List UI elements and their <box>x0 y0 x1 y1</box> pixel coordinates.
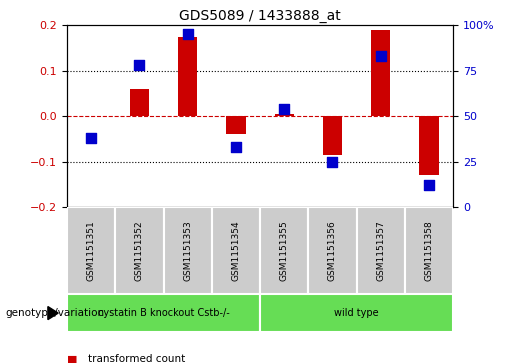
Point <box>280 106 288 112</box>
Bar <box>212 207 260 294</box>
Bar <box>115 207 163 294</box>
Point <box>232 144 240 150</box>
Text: GSM1151352: GSM1151352 <box>135 220 144 281</box>
Bar <box>405 207 453 294</box>
Text: GSM1151355: GSM1151355 <box>280 220 289 281</box>
Title: GDS5089 / 1433888_at: GDS5089 / 1433888_at <box>179 9 341 23</box>
Bar <box>130 89 149 116</box>
Point <box>87 135 95 141</box>
Text: GSM1151356: GSM1151356 <box>328 220 337 281</box>
Text: GSM1151357: GSM1151357 <box>376 220 385 281</box>
Text: GSM1151353: GSM1151353 <box>183 220 192 281</box>
Point <box>376 53 385 59</box>
Text: GSM1151351: GSM1151351 <box>87 220 96 281</box>
Text: GSM1151354: GSM1151354 <box>231 220 241 281</box>
Bar <box>67 207 115 294</box>
Text: cystatin B knockout Cstb-/-: cystatin B knockout Cstb-/- <box>98 308 229 318</box>
Bar <box>323 116 342 155</box>
Bar <box>260 207 308 294</box>
Text: GSM1151358: GSM1151358 <box>424 220 434 281</box>
Bar <box>419 116 439 175</box>
Bar <box>163 207 212 294</box>
Point <box>329 159 337 164</box>
Point <box>135 62 144 68</box>
Text: ■: ■ <box>67 354 77 363</box>
Text: wild type: wild type <box>334 308 379 318</box>
Bar <box>67 294 260 332</box>
Bar <box>356 207 405 294</box>
Bar <box>178 37 197 116</box>
Text: transformed count: transformed count <box>88 354 185 363</box>
Point <box>425 182 433 188</box>
Bar <box>274 114 294 116</box>
Text: genotype/variation: genotype/variation <box>5 308 104 318</box>
Point <box>183 32 192 37</box>
Bar <box>308 207 356 294</box>
Bar <box>226 116 246 134</box>
Bar <box>371 30 390 116</box>
Bar <box>260 294 453 332</box>
